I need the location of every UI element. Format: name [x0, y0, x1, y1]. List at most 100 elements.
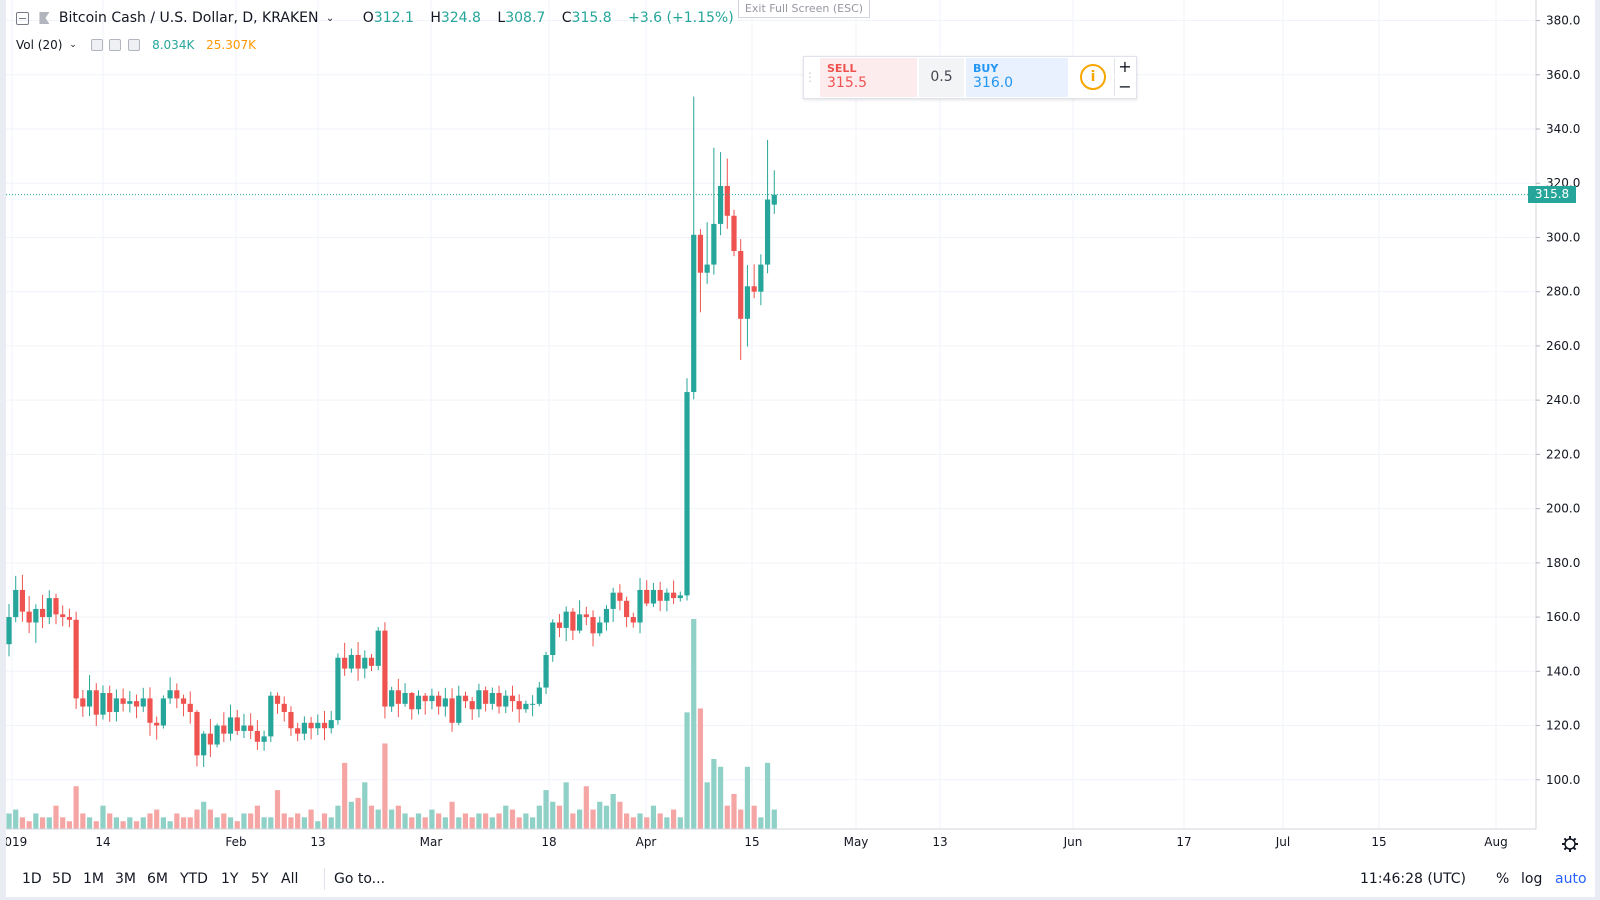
candle — [442, 687, 448, 717]
decrease-quantity-button[interactable]: − — [1114, 77, 1135, 96]
volume-bar — [261, 817, 267, 829]
candle — [724, 158, 730, 229]
chevron-down-icon[interactable]: ⌄ — [325, 12, 335, 24]
volume-study-label[interactable]: Vol (20) — [16, 37, 63, 52]
volume-bar — [26, 821, 32, 829]
candle-body — [268, 695, 274, 737]
candle-body — [127, 701, 133, 704]
log-scale-toggle[interactable]: log — [1521, 871, 1543, 887]
y-tick-label: 180.0 — [1546, 556, 1580, 570]
volume-bar — [375, 809, 381, 829]
high-value: 324.8 — [440, 10, 481, 26]
close-icon[interactable] — [128, 38, 141, 51]
chevron-down-icon[interactable]: ⌄ — [69, 39, 77, 50]
range-ytd-button[interactable]: YTD — [180, 871, 208, 887]
candle — [744, 265, 751, 347]
volume-bar — [415, 813, 422, 829]
volume-bar — [100, 805, 106, 829]
candle-body — [516, 701, 522, 710]
exit-fullscreen-button[interactable]: Exit Full Screen (ESC) — [738, 0, 870, 18]
info-icon[interactable]: i — [1080, 64, 1106, 90]
range-5d-button[interactable]: 5D — [52, 871, 72, 887]
candle-body — [711, 223, 717, 265]
goto-date-button[interactable]: Go to... — [334, 871, 386, 887]
volume-bar — [530, 817, 536, 829]
candle — [677, 591, 683, 602]
utc-clock[interactable]: 11:46:28 (UTC) — [1360, 871, 1467, 887]
volume-bar — [221, 813, 227, 829]
drag-handle-icon[interactable]: ⋮⋮ — [804, 70, 828, 84]
quantity-field[interactable]: 0.5 — [919, 58, 964, 97]
candle — [154, 716, 160, 740]
candle-body — [509, 695, 516, 702]
volume-bar — [577, 809, 583, 829]
candle — [355, 642, 361, 681]
axis-settings-icon[interactable] — [1562, 836, 1578, 852]
eye-icon[interactable] — [90, 38, 103, 51]
volume-bar — [429, 809, 435, 829]
settings-icon[interactable] — [109, 38, 122, 51]
volume-ma-value: 25.307K — [206, 37, 257, 52]
candle-body — [133, 701, 140, 707]
range-1d-button[interactable]: 1D — [22, 871, 42, 887]
x-tick-label: Feb — [225, 835, 246, 849]
low-label: L — [497, 10, 506, 26]
last-price-label: 315.8 — [1528, 186, 1576, 204]
collapse-legend-icon[interactable] — [16, 11, 29, 25]
volume-bar — [744, 766, 751, 829]
candle — [234, 709, 240, 736]
candle-body — [758, 264, 764, 292]
candle-body — [677, 595, 683, 599]
volume-bar — [382, 743, 388, 829]
volume-bar — [610, 794, 616, 829]
candle-body — [328, 720, 334, 729]
range-6m-button[interactable]: 6M — [147, 871, 168, 887]
candle-body — [214, 725, 220, 745]
volume-bar — [194, 809, 200, 829]
candlesticks — [6, 96, 777, 768]
time-axis[interactable]: 2019 14 Feb 13 Mar 18 Apr 15 May 13 Jun 17 Jul 15 Aug — [6, 828, 1536, 849]
candle — [6, 604, 12, 657]
x-tick-label: 17 — [1176, 835, 1191, 849]
chart-canvas[interactable]: 380.0360.0340.0320.0300.0280.0260.0240.0… — [6, 0, 1595, 897]
symbol-title[interactable]: Bitcoin Cash / U.S. Dollar, D, KRAKEN — [58, 10, 319, 26]
volume-bar — [637, 813, 643, 829]
percent-scale-toggle[interactable]: % — [1496, 871, 1510, 887]
sell-button[interactable]: SELL 315.5 — [820, 58, 917, 97]
candle-body — [382, 630, 388, 707]
candle — [597, 616, 603, 637]
buy-button[interactable]: BUY 316.0 — [966, 58, 1068, 97]
x-tick-label: Aug — [1484, 835, 1507, 849]
chart-window: 380.0 360.0 340.0 320.0 300.0 280.0 260.0 240.0… — [6, 0, 1595, 897]
open-label: O — [362, 10, 374, 26]
volume-bar — [33, 813, 39, 829]
candle — [214, 723, 220, 748]
volume-bar — [536, 805, 542, 829]
volume-bar — [583, 786, 589, 829]
candle-body — [80, 698, 86, 707]
y-tick-label: 380.0 — [1546, 14, 1580, 28]
candle — [295, 722, 301, 742]
candle-body — [684, 392, 690, 596]
range-1m-button[interactable]: 1M — [83, 871, 104, 887]
volume-bar — [214, 817, 220, 829]
candle-body — [550, 622, 556, 656]
candle — [704, 222, 710, 284]
candle-body — [563, 611, 569, 628]
range-3m-button[interactable]: 3M — [115, 871, 136, 887]
candle — [751, 264, 757, 299]
auto-scale-toggle[interactable]: auto — [1555, 871, 1587, 887]
x-tick-label: 14 — [95, 835, 110, 849]
y-tick-label: 220.0 — [1546, 447, 1580, 461]
candle — [429, 688, 435, 710]
range-all-button[interactable]: All — [281, 871, 299, 887]
change-value: +3.6 (+1.15%) — [628, 10, 734, 26]
price-axis[interactable]: 380.0360.0340.0320.0300.0280.0260.0240.0… — [1535, 0, 1580, 829]
candle — [93, 683, 99, 727]
candle — [657, 581, 663, 612]
candle — [550, 619, 556, 662]
x-tick-label: 13 — [932, 835, 947, 849]
increase-quantity-button[interactable]: + — [1114, 58, 1135, 76]
range-5y-button[interactable]: 5Y — [251, 871, 269, 887]
range-1y-button[interactable]: 1Y — [221, 871, 239, 887]
